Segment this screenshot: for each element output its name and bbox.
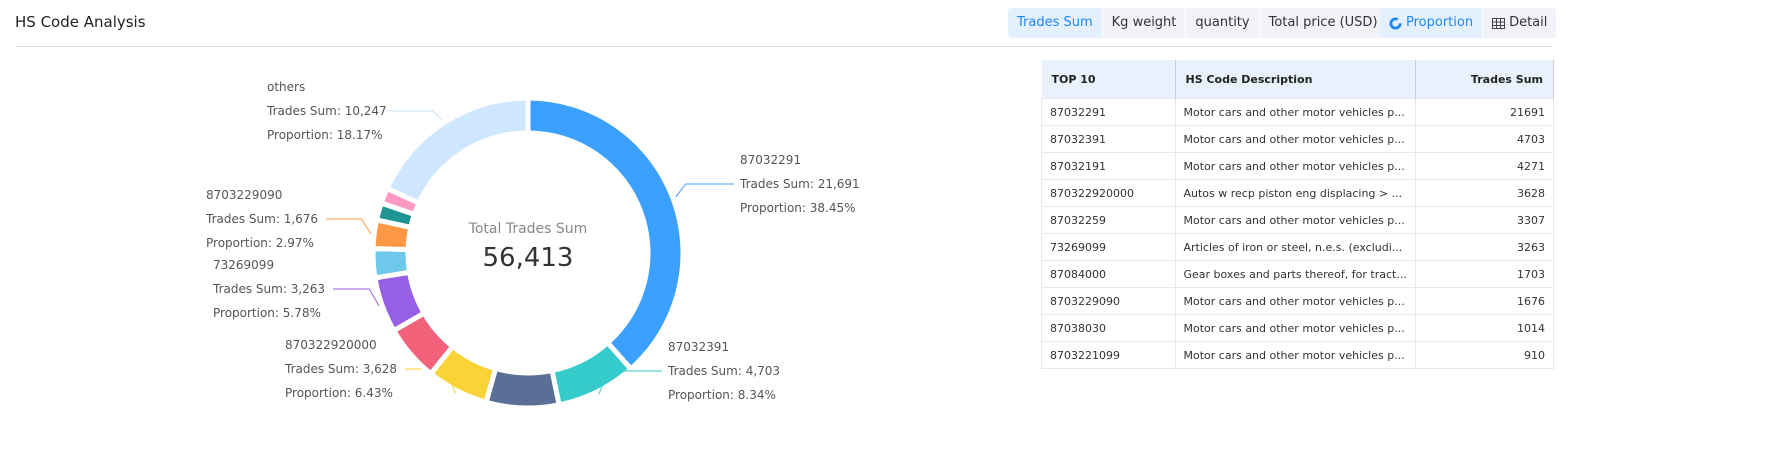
slice-label-name: 73269099 [213,258,274,272]
table-row[interactable]: 87038030 Motor cars and other motor vehic… [1041,314,1555,342]
hs-code-cell: 87032259 [1041,206,1176,234]
slice-87032391[interactable] [549,339,635,408]
slice-label-sum: Trades Sum: 1,676 [205,212,318,226]
slice-label-name: 8703229090 [206,188,282,202]
description-cell: Motor cars and other motor vehicles p... [1174,287,1416,315]
slice-label-proportion: Proportion: 5.78% [213,306,321,320]
table-row[interactable]: 870322920000 Autos w recp piston eng disp… [1041,179,1555,207]
slice-others[interactable] [383,95,531,207]
metric-tabs: Trades Sum Kg weight quantity Total pric… [1008,8,1388,38]
tab-proportion[interactable]: Proportion [1380,8,1484,38]
hs-code-cell: 8703229090 [1041,287,1176,315]
description-cell: Motor cars and other motor vehicles p... [1174,98,1416,126]
label-line [598,370,662,395]
description-cell: Motor cars and other motor vehicles p... [1174,152,1416,180]
center-label: Total Trades Sum [468,221,588,237]
tab-detail-label: Detail [1509,15,1548,30]
hs-code-cell: 87084000 [1041,260,1176,288]
slice-87084000[interactable] [370,246,413,281]
page-title: HS Code Analysis [15,13,146,31]
table-row[interactable]: 8703221099 Motor cars and other motor veh… [1041,341,1555,369]
hs-code-cell: 870322920000 [1041,179,1176,207]
description-cell: Motor cars and other motor vehicles p... [1174,125,1416,153]
hs-code-cell: 8703221099 [1041,341,1176,369]
table-row[interactable]: 73269099 Articles of iron or steel, n.e.s… [1041,233,1555,261]
slice-label-name: 870322920000 [285,338,377,352]
trades-sum-cell: 910 [1414,341,1555,369]
top10-table: TOP 10 HS Code Description Trades Sum 87… [1041,60,1555,369]
description-cell: Motor cars and other motor vehicles p... [1174,314,1416,342]
slice-label-proportion: Proportion: 18.17% [267,128,383,142]
table-row[interactable]: 87032191 Motor cars and other motor vehic… [1041,152,1555,180]
label-line [326,218,372,235]
donut-chart: 87032291 Trades Sum: 21,691 Proportion: 38… [205,80,860,411]
hs-code-cell: 87038030 [1041,314,1176,342]
slice-label-sum: Trades Sum: 10,247 [266,104,387,118]
trades-sum-cell: 3307 [1414,206,1555,234]
slice-label-proportion: Proportion: 2.97% [206,236,314,250]
tab-kg-weight[interactable]: Kg weight [1103,8,1187,38]
trades-sum-cell: 1014 [1414,314,1555,342]
slice-label-proportion: Proportion: 8.34% [668,388,776,402]
col-description: HS Code Description [1175,60,1416,99]
slice-label-proportion: Proportion: 6.43% [285,386,393,400]
view-tabs: Proportion Detail [1380,8,1558,38]
label-line [387,110,443,121]
trades-sum-cell: 1703 [1414,260,1555,288]
description-cell: Motor cars and other motor vehicles p... [1174,206,1416,234]
label-line [675,183,734,198]
table-icon [1492,17,1506,29]
table-row[interactable]: 87032391 Motor cars and other motor vehic… [1041,125,1555,153]
label-line [405,368,457,394]
tab-detail[interactable]: Detail [1483,8,1558,38]
tab-quantity[interactable]: quantity [1186,8,1260,38]
slice-label-proportion: Proportion: 38.45% [740,201,856,215]
table-row[interactable]: 87032259 Motor cars and other motor vehic… [1041,206,1555,234]
center-value: 56,413 [483,243,574,273]
trades-sum-cell: 21691 [1414,98,1555,126]
description-cell: Articles of iron or steel, n.e.s. (exclu… [1174,233,1416,261]
table-row[interactable]: 87084000 Gear boxes and parts thereof, fo… [1041,260,1555,288]
table-row[interactable]: 87032291 Motor cars and other motor vehic… [1041,98,1555,126]
slice-87032191[interactable] [483,365,563,411]
col-trades-sum: Trades Sum [1415,60,1555,99]
tab-proportion-label: Proportion [1406,15,1474,30]
col-top10: TOP 10 [1041,60,1176,99]
slice-label-name: 87032291 [740,153,801,167]
trades-sum-cell: 4703 [1414,125,1555,153]
hs-code-cell: 87032391 [1041,125,1176,153]
donut-icon [1389,16,1402,30]
slice-label-sum: Trades Sum: 3,263 [212,282,325,296]
trades-sum-cell: 3263 [1414,233,1555,261]
hs-code-cell: 73269099 [1041,233,1176,261]
hs-code-cell: 87032191 [1041,152,1176,180]
description-cell: Gear boxes and parts thereof, for tract.… [1174,260,1416,288]
description-cell: Motor cars and other motor vehicles p... [1174,341,1416,369]
slice-label-sum: Trades Sum: 21,691 [739,177,860,191]
divider [15,46,1553,47]
label-line [333,288,380,307]
trades-sum-cell: 1676 [1414,287,1555,315]
tab-total-price[interactable]: Total price (USD) [1260,8,1388,38]
slice-label-sum: Trades Sum: 3,628 [284,362,397,376]
hs-code-cell: 87032291 [1041,98,1176,126]
tab-trades-sum[interactable]: Trades Sum [1008,8,1103,38]
slice-87032291[interactable] [525,95,686,373]
slice-label-name: 87032391 [668,340,729,354]
description-cell: Autos w recp piston eng displacing > ... [1174,179,1416,207]
slice-label-sum: Trades Sum: 4,703 [667,364,780,378]
slice-label-name: others [267,80,305,94]
trades-sum-cell: 3628 [1414,179,1555,207]
table-row[interactable]: 8703229090 Motor cars and other motor veh… [1041,287,1555,315]
trades-sum-cell: 4271 [1414,152,1555,180]
